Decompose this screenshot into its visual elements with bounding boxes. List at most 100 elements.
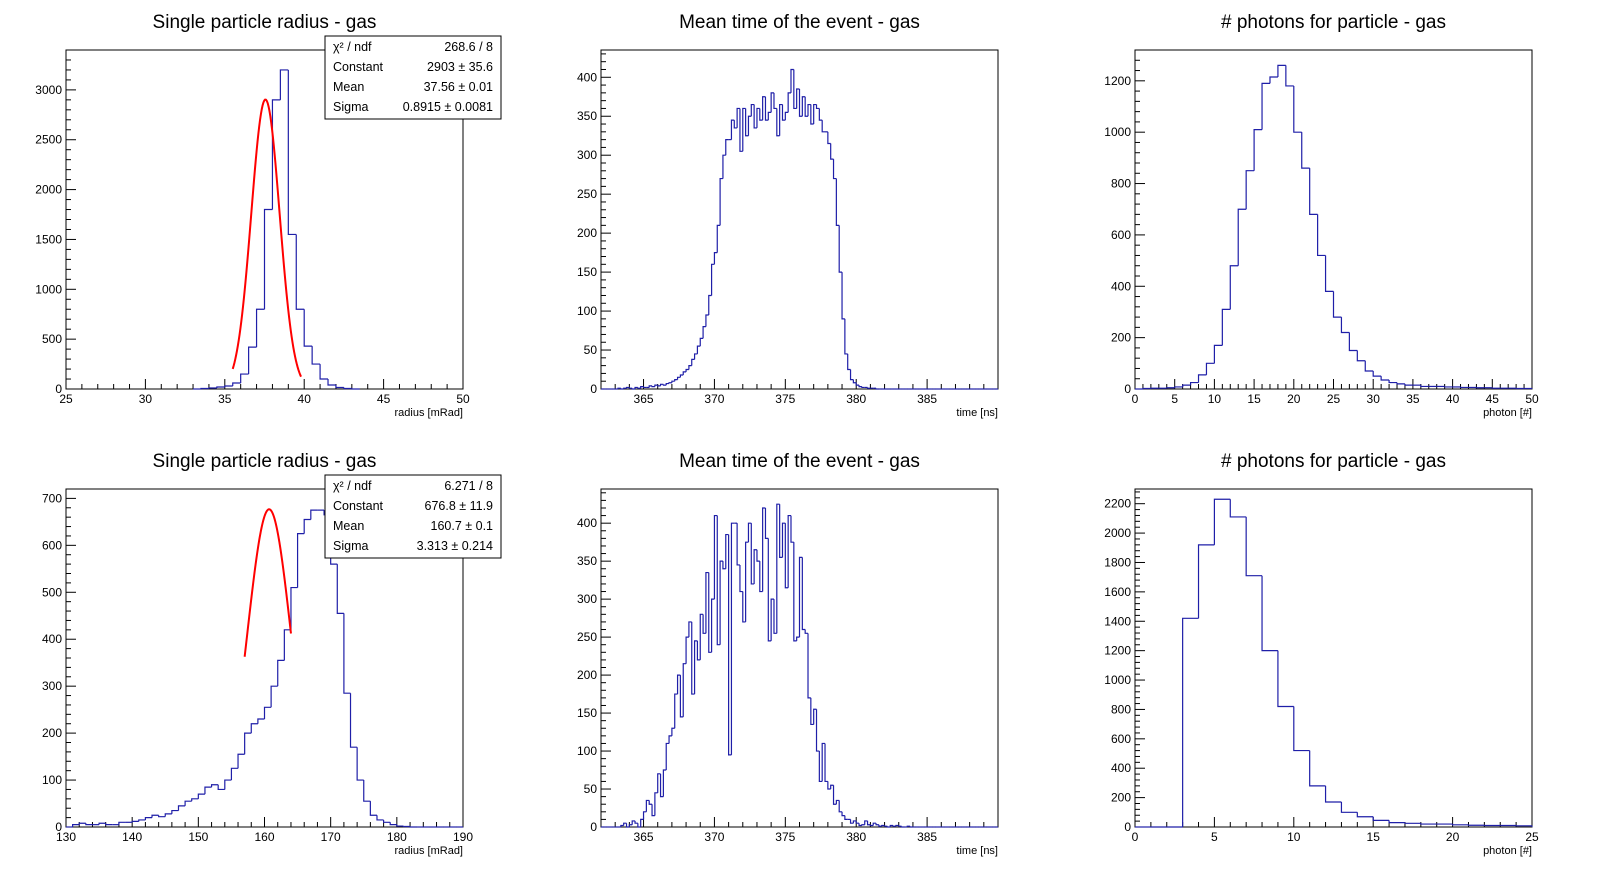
histogram-bin (144, 817, 153, 820)
y-tick-label: 2200 (1104, 497, 1131, 511)
y-tick-label: 500 (42, 332, 62, 346)
histogram-bin (651, 385, 655, 388)
histogram-bin (889, 824, 894, 827)
histogram-bin (1293, 706, 1310, 752)
histogram-bin (1356, 812, 1374, 818)
histogram-bin (790, 68, 794, 93)
histogram-bin (277, 659, 285, 687)
stats-value: 2903 ± 35.6 (427, 60, 493, 74)
histogram-bin (1261, 82, 1270, 130)
histogram-bin (764, 96, 769, 121)
histogram-bin (779, 103, 783, 136)
histogram-bin (790, 515, 794, 543)
histogram-bin (906, 825, 911, 827)
histogram-bin (835, 799, 840, 805)
histogram-bin (798, 88, 803, 117)
chart-panel-6: # photons for particle - gas 0 5 10 15 20 25 0 2… (1104, 451, 1539, 857)
histogram-bin (623, 387, 627, 389)
x-tick-label: 160 (254, 830, 274, 844)
histogram-bin (1213, 344, 1223, 364)
histogram-bin (807, 103, 811, 117)
x-axis-label: time [ns] (956, 407, 998, 419)
x-tick-label: 30 (139, 392, 153, 406)
histogram-bin (710, 263, 715, 296)
x-tick-label: 5 (1211, 830, 1218, 844)
histogram-bin (779, 504, 783, 558)
histogram-bin (801, 557, 806, 631)
histogram-bin (770, 598, 774, 641)
y-tick-label: 400 (1111, 761, 1131, 775)
histogram-bin (852, 820, 857, 824)
histogram-bin (1142, 387, 1151, 390)
histogram-bin (830, 784, 834, 790)
histogram-bin (832, 785, 837, 805)
histogram-bin (151, 814, 159, 818)
chart-title: Mean time of the event - gas (679, 451, 920, 472)
histogram-bin (1309, 168, 1318, 215)
histogram-bin (158, 815, 166, 818)
histogram-bin (396, 824, 404, 827)
y-tick-label: 0 (1124, 382, 1131, 396)
x-tick-label: 15 (1247, 392, 1261, 406)
y-tick-label: 800 (1111, 177, 1131, 191)
histogram-bin (1277, 650, 1294, 708)
histogram-bin (628, 824, 633, 827)
histogram-bin (1388, 820, 1405, 824)
histogram-bin (1182, 617, 1199, 827)
histogram-bin (628, 387, 633, 389)
histogram-bin (866, 820, 871, 826)
histogram-bin (852, 379, 857, 384)
histogram-bin (886, 826, 891, 828)
x-axis-label: photon [#] (1483, 407, 1532, 419)
histogram-bin (383, 819, 391, 823)
histogram-series (1135, 64, 1533, 390)
histogram-bin (1189, 381, 1199, 386)
histogram-bin (98, 822, 106, 825)
histogram-bin (336, 564, 344, 615)
x-tick-label: 0 (1132, 392, 1139, 406)
histogram-bin (813, 103, 817, 125)
chart-panel-4: Single particle radius - gas 130 140 150 160… (42, 451, 502, 857)
histogram-bin (878, 824, 882, 827)
histogram-bin (171, 809, 179, 814)
histogram-bin (105, 823, 113, 826)
histogram-bin (739, 564, 743, 593)
stats-value: 0.8915 ± 0.0081 (403, 100, 493, 114)
stats-value: 37.56 ± 0.01 (424, 80, 493, 94)
x-tick-label: 140 (122, 830, 142, 844)
stats-label: Sigma (333, 539, 368, 553)
histogram-bin (793, 542, 797, 642)
histogram-bin (296, 532, 305, 588)
histogram-bin (855, 382, 860, 386)
histogram-bin (796, 636, 800, 641)
histogram-series (601, 68, 998, 390)
histogram-bin (642, 811, 647, 820)
histogram-bin (784, 111, 789, 121)
x-tick-label: 130 (56, 830, 76, 844)
histogram-bin (1340, 317, 1350, 334)
histogram-bin (659, 383, 664, 386)
stats-value: 6.271 / 8 (444, 479, 493, 493)
histogram-bin (725, 533, 729, 569)
histogram-bin (688, 365, 692, 370)
histogram-bin (1166, 387, 1175, 389)
y-tick-label: 300 (42, 679, 62, 693)
histogram-bin (287, 69, 297, 236)
histogram-bin (1364, 360, 1374, 372)
histogram-bin (1245, 170, 1255, 210)
histogram-bin (118, 821, 126, 825)
plot-frame (1134, 488, 1533, 828)
histogram-series (601, 503, 998, 828)
x-tick-label: 25 (1327, 392, 1341, 406)
histogram-bin (250, 723, 258, 734)
histogram-bin (861, 386, 865, 389)
histogram-bin (730, 119, 735, 140)
histogram-bin (645, 799, 650, 812)
x-tick-label: 15 (1367, 830, 1381, 844)
histogram-bin (722, 154, 726, 179)
histogram-bin (651, 804, 655, 817)
histogram-bin (1324, 255, 1334, 293)
x-tick-label: 35 (1406, 392, 1420, 406)
y-tick-label: 300 (577, 592, 597, 606)
y-tick-label: 0 (590, 820, 597, 834)
